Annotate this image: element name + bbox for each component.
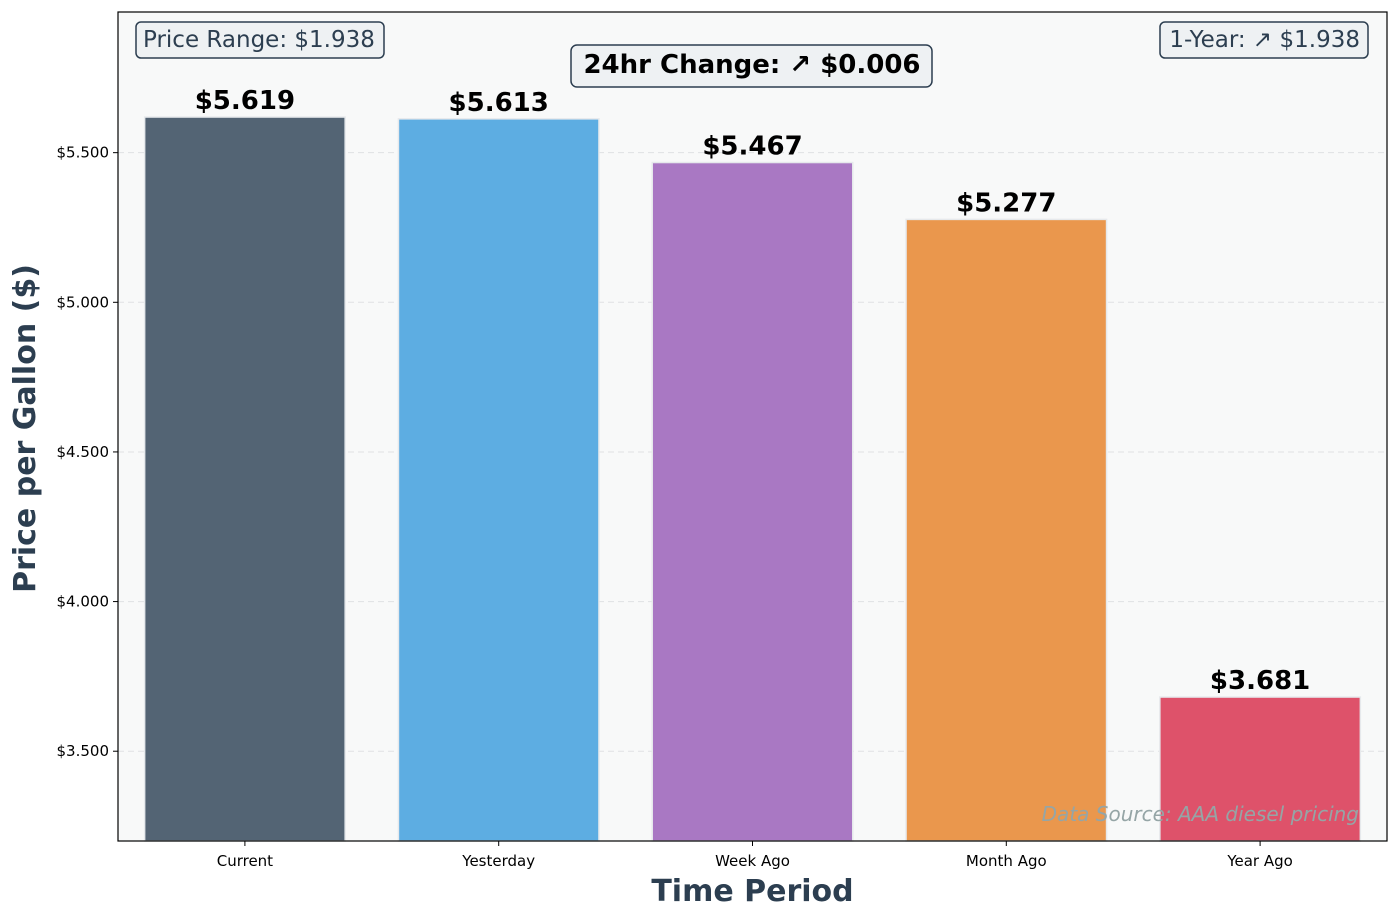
y-tick-label: $3.500 <box>57 742 110 760</box>
bar-month-ago <box>905 218 1108 842</box>
bar-current <box>143 116 346 842</box>
x-axis-title: Time Period <box>651 874 853 909</box>
y-tick-label: $5.000 <box>57 293 110 311</box>
bar-year-ago <box>1159 696 1362 842</box>
data-labels: $5.619 $5.613 $5.467 $5.277 $3.681 <box>195 86 1311 696</box>
bar-value-label: $5.613 <box>449 88 549 118</box>
one-year-label: 1-Year: ↗ $1.938 <box>1169 27 1360 53</box>
y-axis-ticks: $3.500 $4.000 $4.500 $5.000 $5.500 <box>57 144 118 760</box>
x-axis-ticks: Current Yesterday Week Ago Month Ago Year Ag… <box>217 841 1293 870</box>
bar-yesterday <box>397 118 600 842</box>
change-24hr-label: 24hr Change: ↗ $0.006 <box>583 50 920 80</box>
bars <box>143 116 1362 842</box>
bar-value-label: $3.681 <box>1210 666 1310 696</box>
change-24hr-box: 24hr Change: ↗ $0.006 <box>570 44 933 88</box>
x-tick-label: Month Ago <box>966 852 1047 870</box>
y-tick-label: $5.500 <box>57 144 110 162</box>
x-tick-label: Current <box>217 852 273 870</box>
y-tick-label: $4.500 <box>57 443 110 461</box>
y-tick-label: $4.000 <box>57 593 110 611</box>
price-range-box: Price Range: $1.938 <box>135 21 385 59</box>
data-source-note: Data Source: AAA diesel pricing <box>1042 802 1359 826</box>
x-tick-label: Yesterday <box>461 852 535 870</box>
x-tick-label: Week Ago <box>715 852 790 870</box>
bar-value-label: $5.277 <box>956 188 1056 218</box>
bar-value-label: $5.619 <box>195 86 295 116</box>
bar-week-ago <box>651 161 854 842</box>
one-year-box: 1-Year: ↗ $1.938 <box>1159 21 1369 59</box>
x-tick-label: Year Ago <box>1226 852 1293 870</box>
bar-value-label: $5.467 <box>702 132 802 162</box>
price-range-label: Price Range: $1.938 <box>143 27 375 53</box>
y-axis-title: Price per Gallon ($) <box>8 264 43 593</box>
